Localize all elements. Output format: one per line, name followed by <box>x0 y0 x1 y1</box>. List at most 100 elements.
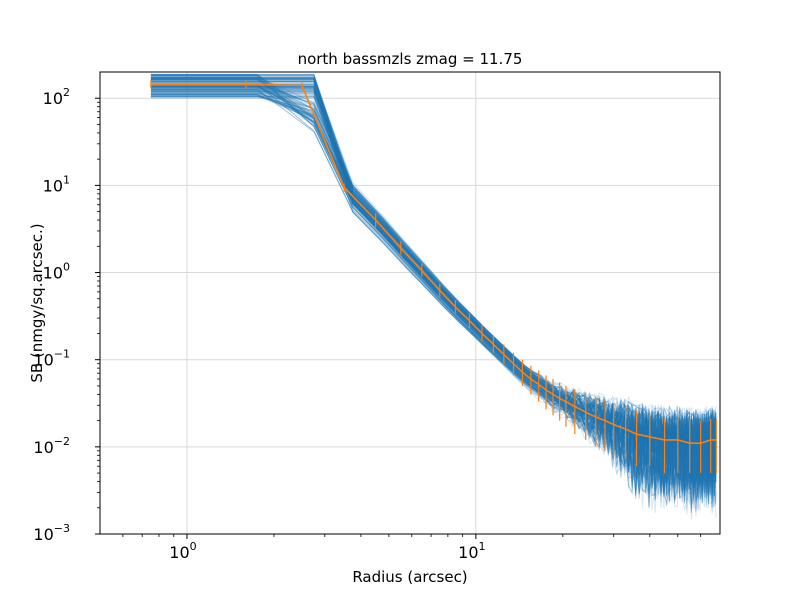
profile-line <box>150 79 717 496</box>
profile-line <box>150 75 717 504</box>
profile-line <box>150 88 717 500</box>
profile-line <box>150 97 717 512</box>
profile-line <box>150 74 717 503</box>
profile-line <box>150 86 717 501</box>
profile-line <box>150 85 717 484</box>
profile-line <box>150 74 717 486</box>
profile-line <box>150 94 717 500</box>
x-axis-label: Radius (arcsec) <box>352 568 467 586</box>
profile-line <box>150 85 717 493</box>
profile-line <box>150 77 717 485</box>
profile-line <box>150 79 717 476</box>
profile-line <box>150 93 717 505</box>
profile-line <box>150 86 717 509</box>
y-tick-exponent: 2 <box>63 86 70 99</box>
profile-line <box>150 95 717 513</box>
profile-line <box>150 81 717 495</box>
profile-line <box>150 91 717 508</box>
profile-line <box>150 90 717 483</box>
profile-line <box>150 85 717 487</box>
profile-line <box>150 89 717 494</box>
profile-line <box>150 87 717 496</box>
profile-line <box>150 85 717 511</box>
profile-line <box>150 77 717 482</box>
profile-line <box>150 74 717 505</box>
profile-line <box>150 81 717 480</box>
profile-line <box>150 92 717 504</box>
profile-line <box>150 81 717 497</box>
profile-line <box>150 87 717 504</box>
profile-line <box>150 76 717 496</box>
profile-line <box>150 79 717 486</box>
profile-line <box>150 93 717 504</box>
profile-line <box>150 78 717 482</box>
profile-line <box>150 94 717 506</box>
profile-line <box>150 89 717 492</box>
profile-line <box>150 74 717 501</box>
profile-line <box>150 78 717 497</box>
profile-line <box>150 79 717 514</box>
profile-line <box>150 74 717 496</box>
profile-line <box>150 90 717 485</box>
profile-line <box>150 95 717 495</box>
profile-line <box>150 78 717 502</box>
profile-line <box>150 78 717 491</box>
profile-line <box>150 85 717 484</box>
profile-line <box>150 89 717 495</box>
profile-line <box>150 76 717 481</box>
profile-line <box>150 78 717 492</box>
profile-line <box>150 78 717 487</box>
profile-line <box>150 80 717 501</box>
median-profile <box>150 80 717 474</box>
profile-line <box>150 88 717 498</box>
y-axis-label: SB (nmgy/sq.arcsec.) <box>28 223 46 382</box>
profile-line <box>150 76 717 488</box>
profile-line <box>150 79 717 489</box>
profile-line <box>150 83 717 497</box>
profile-line <box>150 76 717 488</box>
profile-line <box>150 83 717 481</box>
profile-line <box>150 94 717 502</box>
profile-line <box>150 77 717 499</box>
median-line <box>150 83 717 444</box>
profile-line <box>150 96 717 496</box>
profile-line <box>150 88 717 515</box>
profile-line <box>150 95 717 502</box>
profile-line <box>150 79 717 499</box>
profile-line <box>150 87 717 513</box>
profile-line <box>150 90 717 499</box>
profile-line <box>150 79 717 502</box>
profile-line <box>150 73 717 477</box>
profile-line <box>150 85 717 497</box>
y-tick-exponent: −1 <box>54 348 70 361</box>
profile-line <box>150 77 717 497</box>
profile-line <box>150 79 717 496</box>
plot-frame <box>99 71 721 535</box>
profile-line <box>150 77 717 487</box>
profile-line <box>150 74 717 478</box>
profile-line <box>150 74 717 499</box>
profile-line <box>150 85 717 497</box>
profile-line <box>150 88 717 494</box>
profile-line <box>150 83 717 504</box>
profile-line <box>150 97 717 497</box>
profile-line <box>150 75 717 510</box>
chart-title: north bassmzls zmag = 11.75 <box>298 50 523 68</box>
profile-line <box>150 83 717 478</box>
profile-line <box>150 90 717 494</box>
profile-line <box>150 79 717 499</box>
profile-line <box>150 91 717 482</box>
profile-line <box>150 89 717 489</box>
y-tick-exponent: −3 <box>54 522 70 535</box>
profile-line <box>150 87 717 503</box>
profile-line <box>150 78 717 502</box>
profile-line <box>150 78 717 508</box>
profile-line <box>150 93 717 501</box>
profile-line <box>150 83 716 511</box>
profile-line <box>150 92 717 496</box>
x-tick-exponent: 1 <box>479 540 486 553</box>
